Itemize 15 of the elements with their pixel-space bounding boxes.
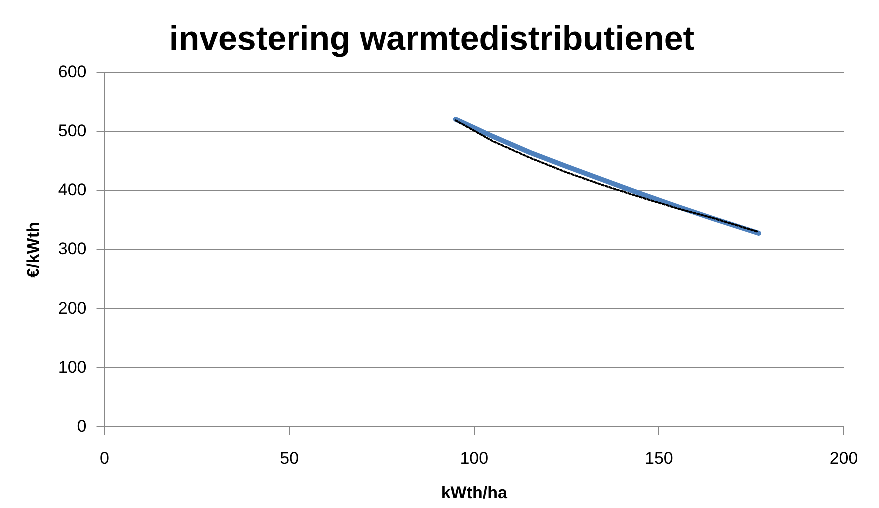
y-axis-title: €/kWth (24, 222, 43, 278)
x-axis-title: kWth/ha (441, 483, 508, 502)
y-tick-label: 600 (58, 62, 87, 82)
y-tick-label: 200 (58, 298, 87, 318)
x-tick-label: 200 (830, 449, 858, 468)
x-tick-label: 100 (460, 449, 489, 468)
y-tick-label: 500 (58, 122, 87, 141)
x-tick-label: 50 (280, 449, 300, 468)
x-tick-label: 150 (645, 449, 674, 468)
y-tick-label: 0 (77, 416, 87, 436)
y-tick-label: 400 (58, 180, 87, 200)
chart-title: investering warmtedistributienet (169, 20, 695, 58)
x-tick-label: 0 (100, 449, 110, 468)
y-tick-label: 100 (58, 358, 87, 377)
y-tick-label: 300 (58, 240, 87, 259)
